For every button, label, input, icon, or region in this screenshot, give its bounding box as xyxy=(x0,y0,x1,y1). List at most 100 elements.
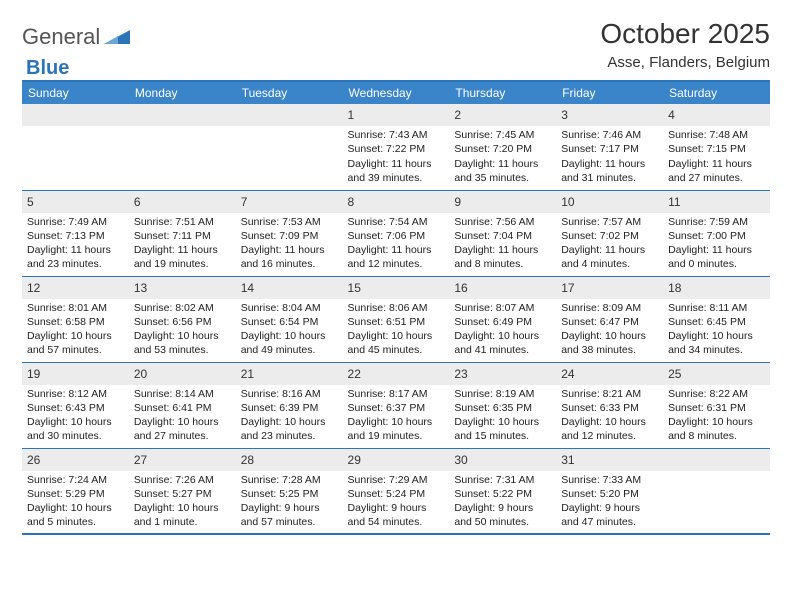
sunrise-line: Sunrise: 7:43 AM xyxy=(348,128,445,142)
day-body: Sunrise: 8:07 AMSunset: 6:49 PMDaylight:… xyxy=(449,299,556,362)
day-body: Sunrise: 7:51 AMSunset: 7:11 PMDaylight:… xyxy=(129,213,236,276)
sunrise-line: Sunrise: 7:26 AM xyxy=(134,473,231,487)
sunset-line: Sunset: 5:29 PM xyxy=(27,487,124,501)
sunrise-line: Sunrise: 7:29 AM xyxy=(348,473,445,487)
sunrise-line: Sunrise: 7:56 AM xyxy=(454,215,551,229)
day-number: 11 xyxy=(663,191,770,213)
daylight-line: Daylight: 11 hours and 39 minutes. xyxy=(348,157,445,185)
day-cell: 9Sunrise: 7:56 AMSunset: 7:04 PMDaylight… xyxy=(449,190,556,276)
day-cell: 13Sunrise: 8:02 AMSunset: 6:56 PMDayligh… xyxy=(129,276,236,362)
sunrise-line: Sunrise: 8:12 AM xyxy=(27,387,124,401)
day-number: 14 xyxy=(236,277,343,299)
week-row: 5Sunrise: 7:49 AMSunset: 7:13 PMDaylight… xyxy=(22,190,770,276)
day-body: Sunrise: 7:33 AMSunset: 5:20 PMDaylight:… xyxy=(556,471,663,534)
day-number: 2 xyxy=(449,104,556,126)
daylight-line: Daylight: 10 hours and 45 minutes. xyxy=(348,329,445,357)
daynum-bar-empty xyxy=(663,449,770,471)
sunset-line: Sunset: 7:20 PM xyxy=(454,142,551,156)
daylight-line: Daylight: 10 hours and 53 minutes. xyxy=(134,329,231,357)
daylight-line: Daylight: 10 hours and 5 minutes. xyxy=(27,501,124,529)
day-cell: 12Sunrise: 8:01 AMSunset: 6:58 PMDayligh… xyxy=(22,276,129,362)
daylight-line: Daylight: 10 hours and 27 minutes. xyxy=(134,415,231,443)
day-number: 19 xyxy=(22,363,129,385)
day-number: 13 xyxy=(129,277,236,299)
day-cell: 19Sunrise: 8:12 AMSunset: 6:43 PMDayligh… xyxy=(22,362,129,448)
brand-logo: General xyxy=(22,24,134,50)
day-number: 26 xyxy=(22,449,129,471)
daylight-line: Daylight: 10 hours and 1 minute. xyxy=(134,501,231,529)
brand-name-a: General xyxy=(22,24,100,50)
sunrise-line: Sunrise: 8:11 AM xyxy=(668,301,765,315)
daylight-line: Daylight: 11 hours and 16 minutes. xyxy=(241,243,338,271)
daylight-line: Daylight: 11 hours and 4 minutes. xyxy=(561,243,658,271)
day-cell: 21Sunrise: 8:16 AMSunset: 6:39 PMDayligh… xyxy=(236,362,343,448)
weekday-row: SundayMondayTuesdayWednesdayThursdayFrid… xyxy=(22,81,770,104)
day-body: Sunrise: 8:22 AMSunset: 6:31 PMDaylight:… xyxy=(663,385,770,448)
daylight-line: Daylight: 10 hours and 23 minutes. xyxy=(241,415,338,443)
sunset-line: Sunset: 6:45 PM xyxy=(668,315,765,329)
sunrise-line: Sunrise: 8:21 AM xyxy=(561,387,658,401)
day-cell: 31Sunrise: 7:33 AMSunset: 5:20 PMDayligh… xyxy=(556,448,663,534)
day-cell: 30Sunrise: 7:31 AMSunset: 5:22 PMDayligh… xyxy=(449,448,556,534)
empty-cell xyxy=(236,104,343,190)
day-cell: 29Sunrise: 7:29 AMSunset: 5:24 PMDayligh… xyxy=(343,448,450,534)
day-number: 27 xyxy=(129,449,236,471)
day-cell: 4Sunrise: 7:48 AMSunset: 7:15 PMDaylight… xyxy=(663,104,770,190)
sunset-line: Sunset: 7:00 PM xyxy=(668,229,765,243)
daylight-line: Daylight: 10 hours and 30 minutes. xyxy=(27,415,124,443)
sunrise-line: Sunrise: 8:17 AM xyxy=(348,387,445,401)
day-cell: 14Sunrise: 8:04 AMSunset: 6:54 PMDayligh… xyxy=(236,276,343,362)
daylight-line: Daylight: 11 hours and 12 minutes. xyxy=(348,243,445,271)
sunset-line: Sunset: 6:43 PM xyxy=(27,401,124,415)
day-body: Sunrise: 7:43 AMSunset: 7:22 PMDaylight:… xyxy=(343,126,450,189)
day-body: Sunrise: 8:12 AMSunset: 6:43 PMDaylight:… xyxy=(22,385,129,448)
day-cell: 26 Sunrise: 7:24 AMSunset: 5:29 PMDayligh… xyxy=(22,448,129,534)
sunrise-line: Sunrise: 8:19 AM xyxy=(454,387,551,401)
day-body: Sunrise: 7:31 AMSunset: 5:22 PMDaylight:… xyxy=(449,471,556,534)
weekday-friday: Friday xyxy=(556,81,663,104)
sunset-line: Sunset: 6:31 PM xyxy=(668,401,765,415)
day-body: Sunrise: 8:14 AMSunset: 6:41 PMDaylight:… xyxy=(129,385,236,448)
day-body: Sunrise: 8:17 AMSunset: 6:37 PMDaylight:… xyxy=(343,385,450,448)
day-number: 15 xyxy=(343,277,450,299)
sunrise-line: Sunrise: 8:04 AM xyxy=(241,301,338,315)
sunrise-line: Sunrise: 7:33 AM xyxy=(561,473,658,487)
day-cell: 22Sunrise: 8:17 AMSunset: 6:37 PMDayligh… xyxy=(343,362,450,448)
daylight-line: Daylight: 10 hours and 34 minutes. xyxy=(668,329,765,357)
sunset-line: Sunset: 6:49 PM xyxy=(454,315,551,329)
location-label: Asse, Flanders, Belgium xyxy=(600,54,770,71)
sunrise-line: Sunrise: 7:49 AM xyxy=(27,215,124,229)
sunrise-line: Sunrise: 7:24 AM xyxy=(27,473,124,487)
sunset-line: Sunset: 6:35 PM xyxy=(454,401,551,415)
month-title: October 2025 xyxy=(600,18,770,50)
day-number: 29 xyxy=(343,449,450,471)
calendar-body: 1Sunrise: 7:43 AMSunset: 7:22 PMDaylight… xyxy=(22,104,770,534)
weekday-monday: Monday xyxy=(129,81,236,104)
sunset-line: Sunset: 5:27 PM xyxy=(134,487,231,501)
day-number: 9 xyxy=(449,191,556,213)
empty-cell xyxy=(22,104,129,190)
sunset-line: Sunset: 5:22 PM xyxy=(454,487,551,501)
day-cell: 7Sunrise: 7:53 AMSunset: 7:09 PMDaylight… xyxy=(236,190,343,276)
sunset-line: Sunset: 5:25 PM xyxy=(241,487,338,501)
sunset-line: Sunset: 5:20 PM xyxy=(561,487,658,501)
daylight-line: Daylight: 11 hours and 0 minutes. xyxy=(668,243,765,271)
sunset-line: Sunset: 6:56 PM xyxy=(134,315,231,329)
day-body: Sunrise: 8:04 AMSunset: 6:54 PMDaylight:… xyxy=(236,299,343,362)
sunset-line: Sunset: 7:22 PM xyxy=(348,142,445,156)
day-number: 24 xyxy=(556,363,663,385)
sunset-line: Sunset: 6:51 PM xyxy=(348,315,445,329)
sunrise-line: Sunrise: 7:45 AM xyxy=(454,128,551,142)
day-body: Sunrise: 7:49 AMSunset: 7:13 PMDaylight:… xyxy=(22,213,129,276)
day-number: 25 xyxy=(663,363,770,385)
day-cell: 1Sunrise: 7:43 AMSunset: 7:22 PMDaylight… xyxy=(343,104,450,190)
day-cell: 11Sunrise: 7:59 AMSunset: 7:00 PMDayligh… xyxy=(663,190,770,276)
day-cell: 28Sunrise: 7:28 AMSunset: 5:25 PMDayligh… xyxy=(236,448,343,534)
sunset-line: Sunset: 6:58 PM xyxy=(27,315,124,329)
empty-cell xyxy=(663,448,770,534)
sunset-line: Sunset: 7:11 PM xyxy=(134,229,231,243)
day-cell: 15Sunrise: 8:06 AMSunset: 6:51 PMDayligh… xyxy=(343,276,450,362)
day-body: Sunrise: 7:45 AMSunset: 7:20 PMDaylight:… xyxy=(449,126,556,189)
day-number: 6 xyxy=(129,191,236,213)
title-block: October 2025 Asse, Flanders, Belgium xyxy=(600,18,770,71)
